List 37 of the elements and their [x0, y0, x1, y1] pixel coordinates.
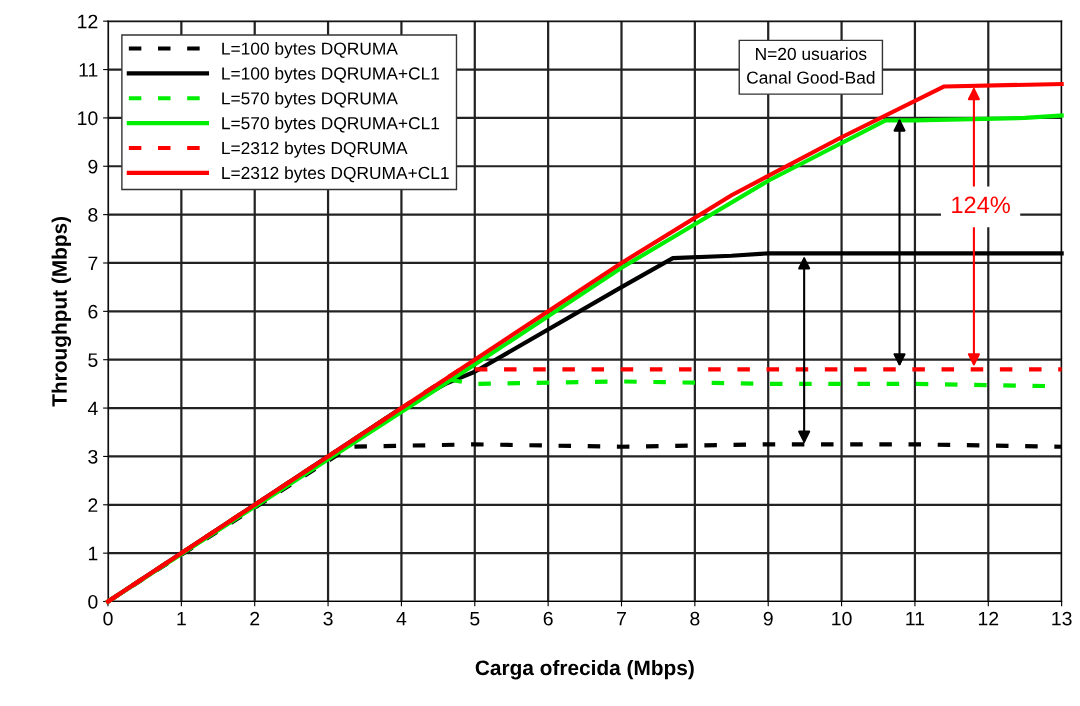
legend-label: L=2312 bytes DQRUMA+CL1: [222, 166, 449, 183]
y-tick-label: 10: [78, 111, 98, 126]
x-tick-label: 4: [396, 611, 407, 626]
x-tick-label: 9: [763, 611, 773, 626]
legend-label: L=2312 bytes DQRUMA: [222, 141, 408, 158]
legend-label: L=100 bytes DQRUMA+CL1: [222, 66, 440, 84]
y-tick-label: 11: [79, 63, 98, 77]
x-axis-title: Carga ofrecida (Mbps): [475, 659, 694, 680]
legend-label: L=100 bytes DQRUMA: [222, 42, 398, 59]
x-tick-label: 12: [978, 611, 999, 626]
y-tick-label: 3: [88, 449, 98, 464]
y-tick-label: 5: [88, 353, 98, 367]
y-tick-label: 4: [87, 401, 98, 416]
x-tick-label: 3: [323, 611, 333, 626]
x-tick-label: 13: [1052, 611, 1072, 626]
y-tick-label: 12: [78, 14, 98, 29]
y-tick-label: 0: [88, 594, 98, 609]
x-tick-label: 6: [543, 611, 553, 626]
legend-label: L=570 bytes DQRUMA+CL1: [222, 116, 440, 133]
x-tick-label: 11: [906, 611, 925, 626]
x-tick-label: 5: [470, 611, 480, 626]
annotation: N=20 usuarios Canal Good-Bad: [747, 47, 875, 84]
y-tick-label: 9: [88, 159, 98, 174]
x-tick-label: 2: [250, 611, 260, 626]
y-tick-label: 2: [88, 498, 98, 512]
y-tick-label: 6: [88, 304, 98, 319]
x-tick-label: 8: [690, 611, 700, 626]
y-tick-label: 7: [88, 256, 98, 271]
legend-label: L=570 bytes DQRUMA: [222, 91, 398, 108]
y-axis-title: Throughput (Mbps): [51, 216, 72, 407]
x-tick-label: 7: [617, 611, 626, 626]
x-tick-label: 1: [177, 611, 186, 626]
annotation: 124%: [952, 196, 1010, 214]
x-tick-label: 10: [832, 611, 852, 626]
x-tick-label: 0: [103, 611, 113, 626]
y-tick-label: 8: [88, 208, 98, 222]
y-tick-label: 1: [88, 546, 98, 561]
